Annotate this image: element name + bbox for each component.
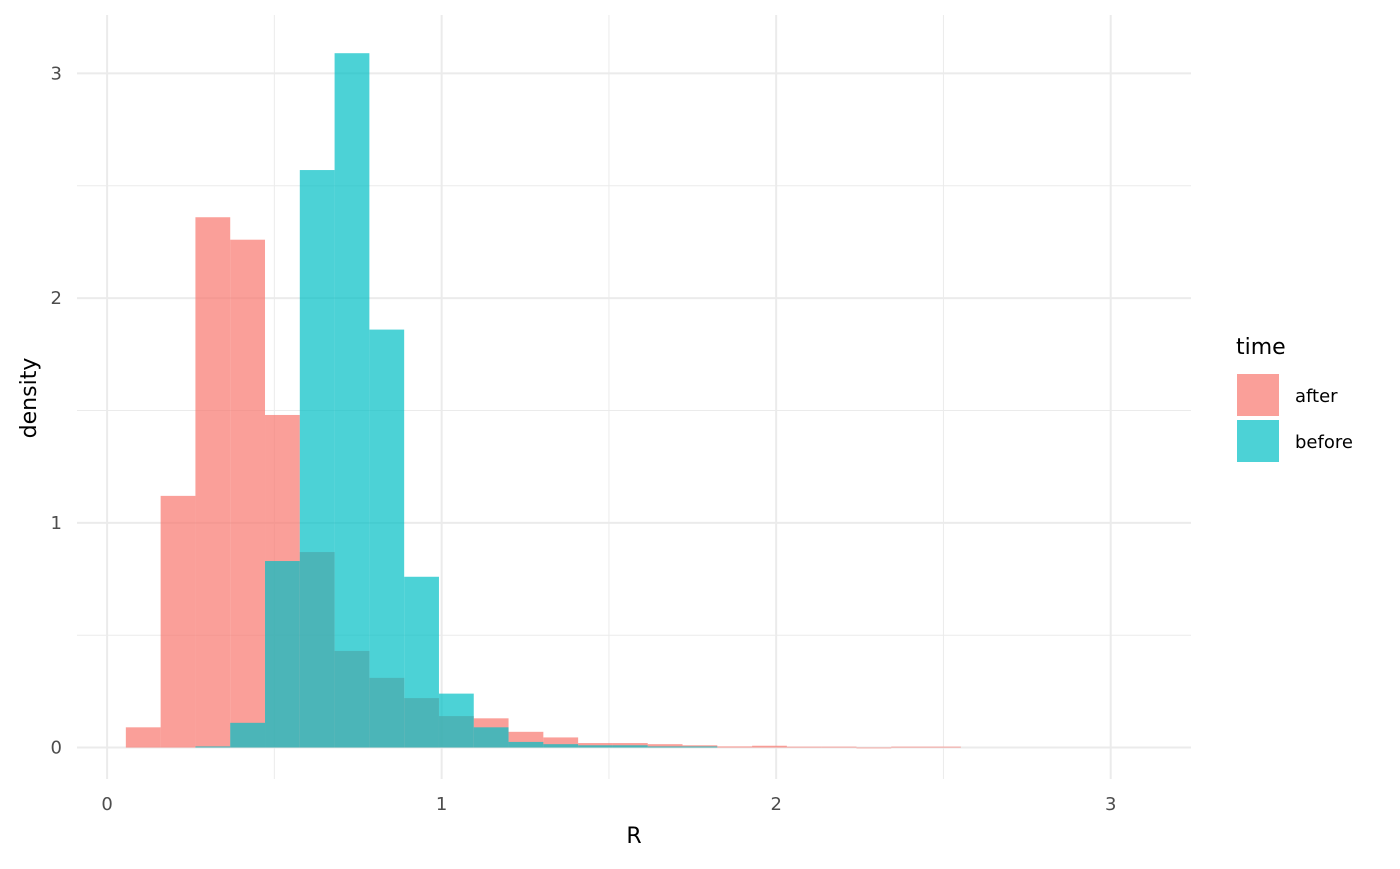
y-tick-label: 1 — [51, 513, 62, 534]
bar-after — [752, 745, 787, 748]
x-axis-title: R — [626, 824, 641, 849]
bar-before — [404, 576, 439, 748]
bar-before — [647, 746, 683, 748]
bar-after — [821, 746, 857, 748]
bar-before — [265, 561, 300, 748]
x-tick-label: 3 — [1105, 794, 1116, 815]
y-tick-label: 3 — [51, 63, 62, 84]
legend-title: time — [1236, 335, 1286, 360]
bar-after — [230, 239, 266, 748]
bar-after — [125, 727, 161, 748]
bar-after — [717, 746, 753, 748]
x-tick-label: 1 — [436, 794, 447, 815]
legend: time after before — [1236, 335, 1353, 462]
bar-after — [543, 737, 579, 748]
x-tick-label: 0 — [101, 794, 112, 815]
bar-before — [195, 746, 231, 748]
x-tick-label: 2 — [770, 794, 781, 815]
bar-after — [856, 747, 892, 749]
series-before — [195, 53, 718, 748]
bar-before — [438, 693, 474, 748]
bar-before — [508, 741, 544, 748]
legend-key-after — [1237, 374, 1279, 416]
y-axis-title: density — [17, 358, 42, 439]
bar-before — [612, 745, 648, 748]
bar-before — [334, 53, 370, 748]
legend-label-after: after — [1295, 386, 1338, 407]
bar-after — [160, 495, 196, 748]
legend-label-before: before — [1295, 432, 1353, 453]
bar-before — [299, 170, 335, 748]
bar-before — [473, 727, 509, 748]
y-axis-ticks: 0 1 2 3 — [51, 63, 62, 758]
bar-after — [786, 746, 822, 748]
bars-layer — [125, 53, 961, 749]
x-axis-ticks: 0 1 2 3 — [101, 794, 1116, 815]
bar-before — [543, 744, 579, 748]
y-tick-label: 2 — [51, 288, 62, 309]
bar-before — [230, 722, 266, 748]
bar-after — [195, 217, 231, 748]
bar-after — [647, 744, 683, 748]
bar-before — [578, 745, 613, 748]
bar-after — [926, 746, 961, 748]
legend-key-before — [1237, 420, 1279, 462]
bar-before — [682, 746, 718, 748]
y-tick-label: 0 — [51, 738, 62, 759]
bar-before — [369, 329, 405, 748]
bar-after — [891, 746, 927, 748]
